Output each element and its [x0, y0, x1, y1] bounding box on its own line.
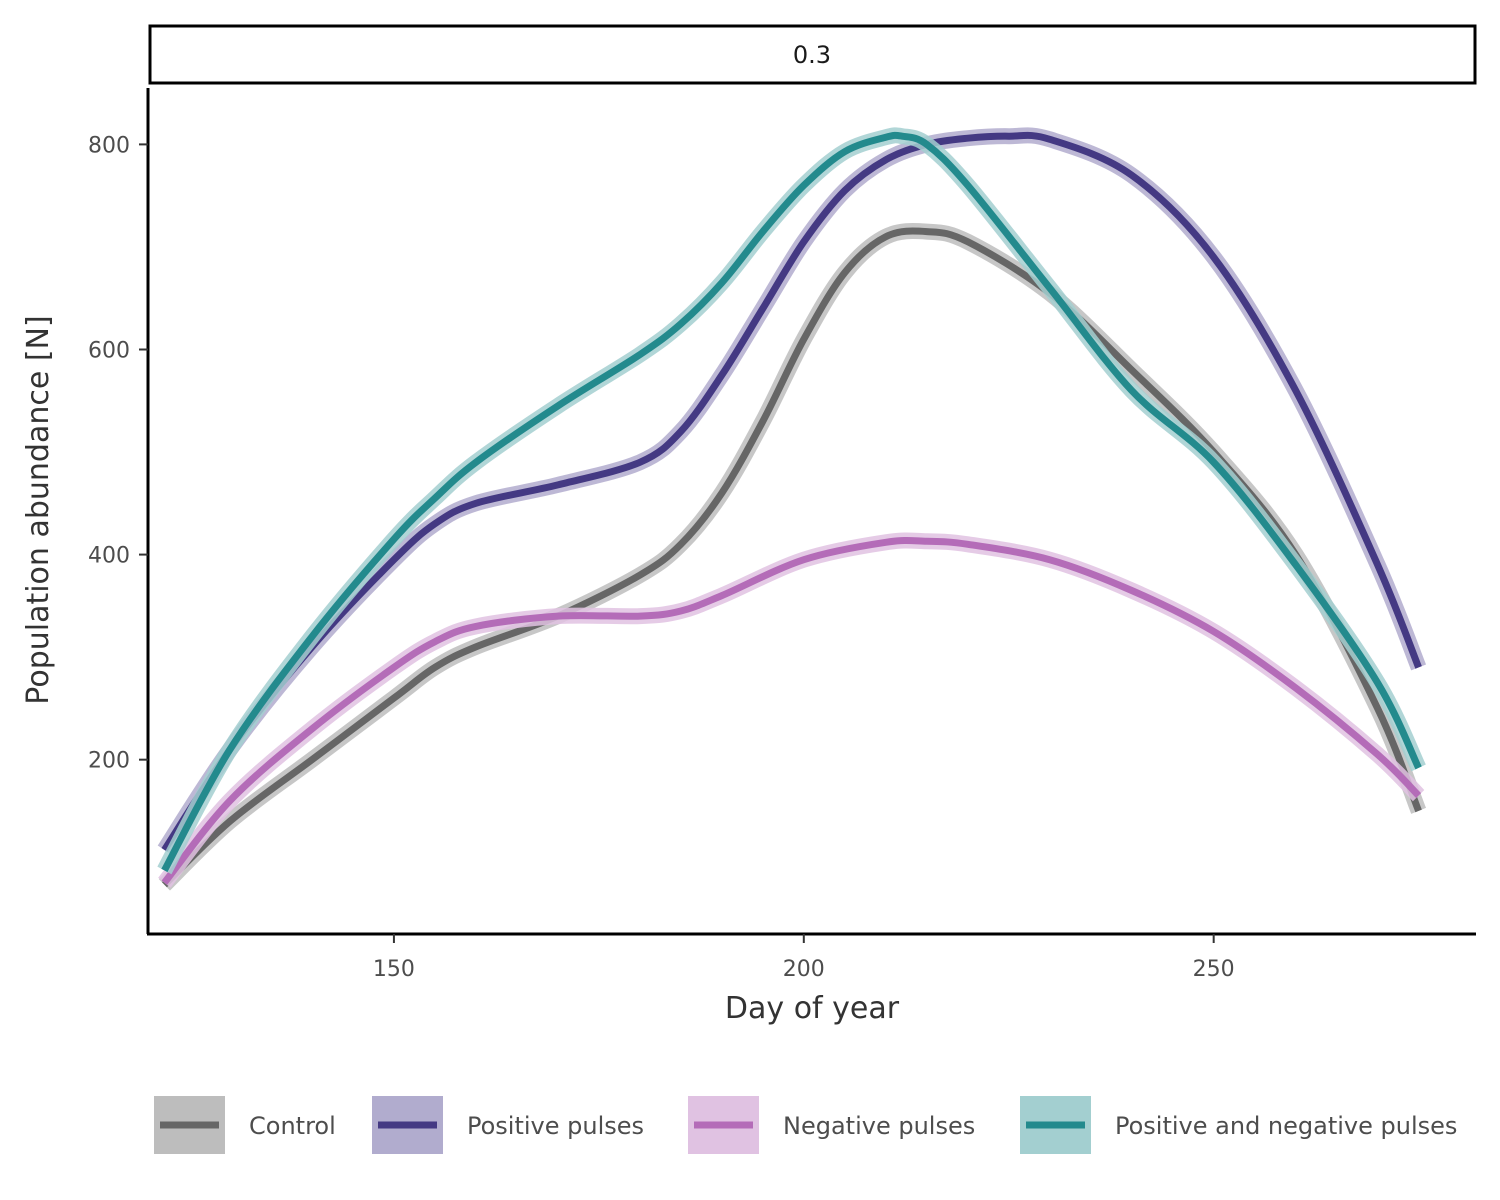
x-tick-label: 200: [783, 957, 825, 982]
x-tick-label: 150: [373, 957, 415, 982]
series-layer: [157, 127, 1427, 891]
x-ticks: 150 200 250: [373, 934, 1235, 982]
y-tick-label: 200: [88, 749, 130, 774]
series-band-positive-and-negative-pulses: [157, 127, 1426, 875]
facet-strip: [148, 24, 1477, 85]
y-tick-label: 800: [88, 133, 130, 158]
facet-strip-label: 0.3: [793, 41, 831, 69]
series-line-positive-and-negative-pulses: [161, 131, 1422, 873]
y-tick-label: 600: [88, 338, 130, 363]
series-line-positive-pulses: [161, 131, 1422, 852]
x-tick-label: 250: [1193, 957, 1235, 982]
y-axis-title: Population abundance [N]: [21, 315, 56, 704]
legend: Control Positive pulses Negative pulses Pos…: [154, 1096, 1457, 1154]
y-tick-label: 400: [88, 544, 130, 569]
y-ticks: 200 400 600 800: [88, 133, 148, 774]
legend-label-control: Control: [249, 1112, 336, 1140]
series-line-negative-pulses: [161, 536, 1422, 885]
x-axis-title: Day of year: [725, 991, 900, 1026]
legend-label-positive-and-negative-pulses: Positive and negative pulses: [1115, 1112, 1457, 1140]
legend-label-positive-pulses: Positive pulses: [467, 1112, 644, 1140]
legend-label-negative-pulses: Negative pulses: [783, 1112, 975, 1140]
